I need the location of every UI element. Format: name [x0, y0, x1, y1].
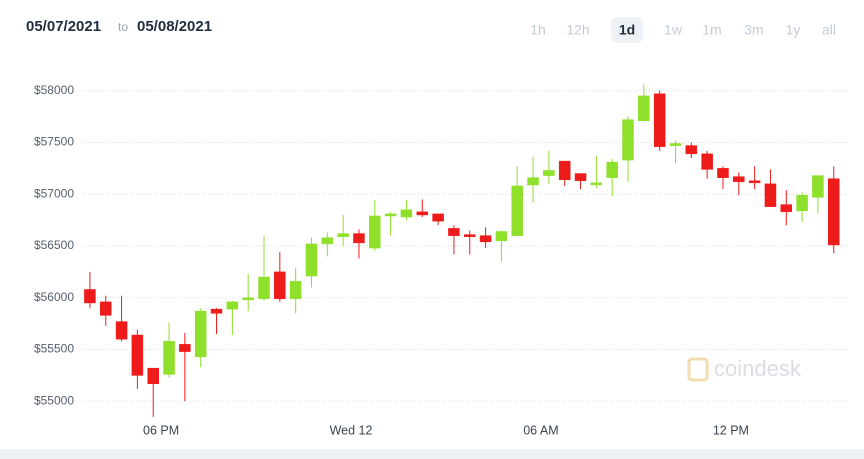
x-tick-label: 06 PM	[143, 423, 179, 437]
candle-body	[131, 334, 144, 376]
x-tick-label: 12 PM	[713, 423, 749, 437]
y-tick-label: $56500	[34, 238, 74, 252]
date-to: 05/08/2021	[137, 18, 212, 35]
candle-body	[638, 95, 650, 121]
candle-body	[622, 119, 634, 161]
candle-body	[416, 211, 429, 216]
candle-body	[606, 161, 618, 178]
candle-body	[495, 231, 508, 242]
candle-body	[717, 168, 729, 178]
y-tick-label: $55500	[34, 342, 74, 356]
candle-body	[258, 276, 270, 300]
watermark: coindesk	[687, 356, 802, 382]
range-button[interactable]: 12h	[566, 22, 589, 38]
candle-body	[210, 308, 223, 314]
x-tick-label: Wed 12	[330, 423, 373, 437]
candle-body	[590, 182, 603, 186]
range-button[interactable]: 1m	[702, 22, 721, 38]
candle-body	[242, 297, 254, 301]
watermark-icon	[687, 357, 709, 382]
y-tick-label: $57000	[34, 186, 74, 200]
range-button[interactable]: 3m	[744, 22, 763, 38]
y-tick-label: $56000	[34, 290, 74, 304]
candle-body	[400, 209, 413, 218]
candle-body	[733, 176, 745, 183]
candle-body	[179, 344, 191, 352]
candle-body	[463, 234, 476, 237]
x-tick-label: 06 AM	[523, 423, 558, 437]
range-button-bg	[611, 17, 643, 43]
candle-body	[701, 153, 713, 170]
candle-body	[194, 310, 207, 358]
candle-body	[780, 204, 793, 213]
candle-body	[764, 183, 777, 207]
range-button[interactable]: 1d	[619, 22, 635, 38]
candle-body	[84, 289, 96, 304]
candle-body	[448, 228, 460, 236]
candle-body	[305, 243, 318, 277]
candle-body	[748, 180, 761, 184]
candle-body	[543, 170, 555, 176]
candle-body	[99, 301, 112, 316]
range-button[interactable]: all	[822, 22, 836, 38]
candle-body	[558, 160, 571, 180]
candle-body	[796, 195, 808, 212]
y-tick-label: $58000	[34, 83, 74, 97]
candle-body	[337, 233, 349, 237]
candle-body	[353, 233, 365, 244]
watermark-text: coindesk	[714, 356, 802, 381]
candle-body	[115, 321, 128, 340]
candle-body	[432, 213, 444, 222]
range-button[interactable]: 1w	[664, 22, 683, 38]
candle-body	[574, 173, 587, 182]
candle-body	[669, 143, 682, 146]
candle-body	[812, 175, 824, 198]
candle-body	[479, 235, 492, 243]
candle-body	[321, 237, 334, 245]
candle-body	[163, 340, 175, 375]
candle-body	[828, 178, 840, 246]
candle-body	[147, 367, 159, 384]
candle-body	[511, 185, 523, 236]
range-button[interactable]: 1h	[530, 22, 546, 38]
candle-body	[685, 145, 698, 155]
range-button[interactable]: 1y	[786, 22, 801, 38]
candle-body	[653, 93, 666, 147]
bottom-strip	[0, 449, 864, 459]
candle-body	[527, 177, 539, 186]
candle-body	[369, 215, 381, 249]
y-tick-label: $55000	[34, 393, 74, 407]
candle-body	[274, 271, 286, 300]
date-from: 05/07/2021	[26, 18, 101, 35]
candle-body	[384, 213, 397, 217]
y-tick-label: $57500	[34, 135, 74, 149]
date-separator: to	[118, 20, 128, 34]
candle-body	[226, 301, 239, 310]
candle-body	[289, 280, 302, 300]
